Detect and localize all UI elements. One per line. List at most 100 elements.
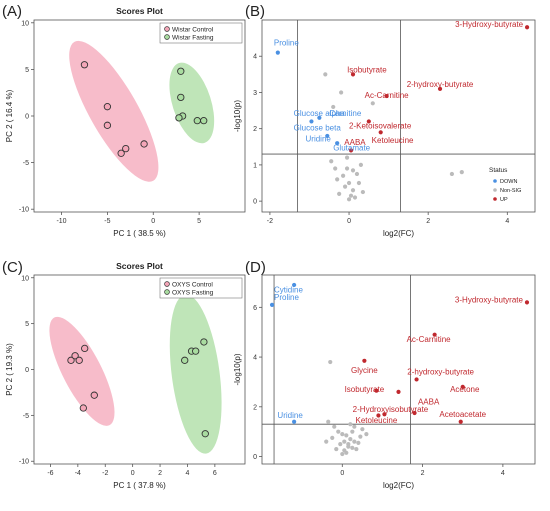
x-axis-label: log2(FC) [383,229,414,238]
x-tick-label: 4 [186,470,190,477]
volcano-point [354,446,359,452]
volcano-point [352,195,358,200]
y-axis-label: PC 2 ( 19.3 %) [5,343,14,396]
metabolite-label: Cytidine [274,285,303,294]
x-tick-label: 4 [505,218,509,225]
x-tick-label: -6 [47,470,53,477]
volcano-point [324,439,329,444]
score-point [192,347,200,355]
volcano-point [348,148,354,153]
x-tick-label: 2 [426,218,430,225]
volcano-point [358,162,364,168]
metabolite-label: Ketoleucine [372,136,414,145]
volcano-point [326,419,331,424]
legend-label: DOWN [500,179,517,185]
score-point [90,391,98,399]
metabolite-label: Ketoleucine [356,416,398,425]
volcano-point [358,434,363,439]
volcano-point [342,439,347,444]
volcano-point [331,104,336,110]
x-tick-label: -10 [56,218,66,225]
volcano-point [329,159,334,164]
score-point [103,103,112,111]
volcano-point [350,168,356,173]
metabolite-label: 3-Hydroxy-butyrate [455,20,524,29]
volcano-point [335,177,340,182]
y-tick-label: -5 [23,413,29,420]
y-tick-label: 4 [253,355,257,362]
volcano-point [346,442,351,447]
volcano-point [449,171,455,177]
metabolite-label: Isobutyrate [345,385,385,394]
metabolite-label: Isobutyrate [347,66,387,75]
volcano-point [352,424,357,429]
panel-1: (A) -10 -5 0 5 -10 -5 0 5 10 PC 1 ( 38.5 %) PC 2 ( … [2,3,246,238]
score-point [80,61,89,69]
panel-3: (C) -6 -4 -2 0 2 4 6 -10 -5 0 5 10 PC 1 ( 37.8 %) PC 2… [2,259,246,490]
volcano-point [356,180,362,186]
volcano-point [317,115,322,120]
x-tick-label: 0 [131,470,135,477]
metabolite-label: Proline [274,293,299,302]
volcano-point [334,446,339,452]
y-axis-label: -log10(p) [233,100,242,132]
volcano-point [350,445,355,450]
metabolite-label: Uridine [306,134,332,143]
volcano-point [328,359,333,365]
volcano-point [340,432,345,437]
volcano-point [344,450,349,455]
x-axis-label: log2(FC) [383,481,414,490]
legend-label: OXYS Control [172,282,213,289]
y-tick-label: -10 [19,207,29,214]
x-axis-label: PC 1 ( 37.8 %) [113,481,166,490]
y-tick-label: 4 [253,54,257,61]
volcano-point [339,90,344,95]
x-axis-label: PC 1 ( 38.5 %) [113,229,166,238]
volcano-point [524,300,530,305]
x-tick-label: -2 [102,470,108,477]
x-tick-label: 0 [151,218,155,225]
volcano-point [350,188,356,193]
legend-marker [493,188,497,192]
x-tick-label: 0 [340,470,344,477]
volcano-point [362,358,367,363]
legend-marker [164,289,170,295]
y-tick-label: -10 [19,459,29,466]
legend-box [159,277,243,299]
legend-title: Status [489,167,508,174]
x-tick-label: -5 [104,218,110,225]
x-tick-label: 5 [197,218,201,225]
chart-title: Scores Plot [116,6,163,16]
score-point [200,117,208,125]
volcano-point [344,155,350,160]
legend-label: Non-SIG [500,188,521,194]
y-tick-label: 1 [253,162,257,169]
y-tick-label: 5 [25,321,29,328]
y-tick-label: 5 [25,67,29,74]
volcano-point [352,439,357,444]
score-point [71,352,79,360]
volcano-point [330,435,335,440]
legend-marker [164,34,170,40]
metabolite-label: 2-Ketoisovalerate [349,122,412,131]
volcano-point [348,437,353,442]
volcano-point [374,388,379,393]
legend-label: Wistar Control [172,27,214,34]
x-tick-label: 2 [421,470,425,477]
score-point [67,356,75,364]
plot-frame [261,19,536,213]
volcano-point [323,72,328,77]
legend-marker [493,179,497,183]
score-point [200,338,208,346]
volcano-point [350,72,356,77]
volcano-point [396,389,401,394]
score-point [201,430,209,438]
y-tick-label: -5 [23,160,29,167]
metabolite-label: Glucose alpha [294,109,346,118]
y-tick-label: 10 [21,275,29,282]
metabolite-label: Glycine [351,366,378,375]
y-tick-label: 2 [253,404,257,411]
volcano-point [348,422,353,427]
x-tick-label: 6 [213,470,217,477]
